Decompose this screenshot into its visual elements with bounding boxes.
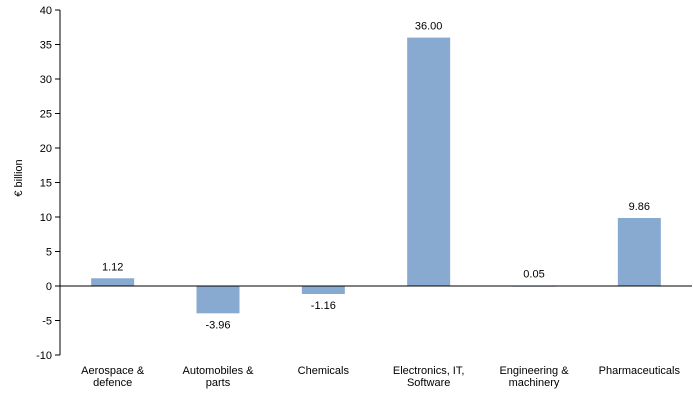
category-label: parts bbox=[206, 377, 231, 389]
category-label: Electronics, IT, bbox=[393, 365, 465, 377]
data-label: 1.12 bbox=[102, 261, 123, 273]
bar bbox=[91, 278, 135, 286]
data-label: -3.96 bbox=[205, 319, 230, 331]
y-tick-label: 20 bbox=[40, 143, 52, 155]
category-label: Aerospace & bbox=[81, 365, 145, 377]
category-label: defence bbox=[93, 377, 132, 389]
y-tick-label: -10 bbox=[36, 350, 52, 362]
y-tick-label: 15 bbox=[40, 178, 52, 190]
bar bbox=[196, 286, 240, 314]
y-tick-label: 5 bbox=[46, 247, 52, 259]
category-label: Pharmaceuticals bbox=[599, 365, 681, 377]
category-label: Chemicals bbox=[298, 365, 350, 377]
y-tick-label: 30 bbox=[40, 74, 52, 86]
data-label: 9.86 bbox=[629, 201, 650, 213]
y-tick-label: 40 bbox=[40, 5, 52, 17]
category-label: Engineering & bbox=[499, 365, 569, 377]
data-label: 36.00 bbox=[415, 21, 443, 33]
category-label: Automobiles & bbox=[183, 365, 255, 377]
y-tick-label: 10 bbox=[40, 212, 52, 224]
data-label: 0.05 bbox=[523, 269, 544, 281]
bar bbox=[407, 37, 451, 286]
category-label: machinery bbox=[509, 377, 560, 389]
y-tick-label: 0 bbox=[46, 281, 52, 293]
bar bbox=[617, 217, 661, 286]
y-tick-label: 25 bbox=[40, 109, 52, 121]
category-label: Software bbox=[407, 377, 450, 389]
bar bbox=[301, 286, 345, 295]
y-tick-label: 35 bbox=[40, 40, 52, 52]
y-tick-label: -5 bbox=[42, 316, 52, 328]
y-axis-label: € billion bbox=[13, 159, 25, 196]
data-label: -1.16 bbox=[311, 300, 336, 312]
